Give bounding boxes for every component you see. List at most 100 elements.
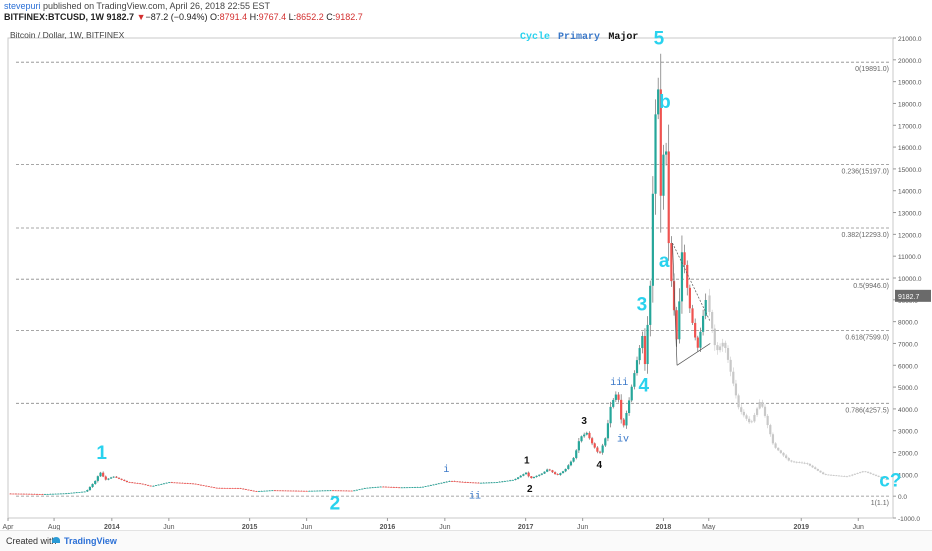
candle-body xyxy=(152,485,155,487)
candle-body xyxy=(339,490,343,492)
projected-candle-body xyxy=(798,462,801,463)
tradingview-link[interactable]: TradingView xyxy=(64,536,117,546)
candle-body xyxy=(387,486,390,488)
fib-level-label: 0.236(15197.0) xyxy=(842,169,889,176)
candle-body xyxy=(583,434,586,437)
close-value: C:9182.7 xyxy=(326,12,363,22)
candle-body xyxy=(588,432,591,439)
fib-level-label: 0(19891.0) xyxy=(855,66,889,73)
candle-body xyxy=(498,481,501,483)
projected-candle-body xyxy=(848,475,851,477)
projected-candle-body xyxy=(827,474,830,476)
candle-body xyxy=(432,484,435,486)
symbol-line: BITFINEX:BTCUSD, 1W 9182.7 ▼−87.2 (−0.94… xyxy=(4,12,363,23)
projected-candle-body xyxy=(880,476,883,478)
candle-body xyxy=(601,445,604,453)
price-tick-label: 5000.0 xyxy=(898,385,918,392)
candle-body xyxy=(99,472,102,477)
projected-candle-body xyxy=(872,473,875,475)
close-label: C: xyxy=(326,12,336,22)
footer: Created with TradingView xyxy=(0,530,932,551)
candle-body xyxy=(419,487,422,488)
candle-body xyxy=(519,475,522,478)
projected-candle-body xyxy=(750,421,753,423)
candle-body xyxy=(704,300,707,316)
candle-body xyxy=(223,487,226,489)
low-label: L: xyxy=(288,12,297,22)
projected-candle-body xyxy=(869,472,872,474)
candle-body xyxy=(424,486,427,488)
candle-body xyxy=(80,491,84,493)
candle-body xyxy=(398,487,401,489)
candle-body xyxy=(482,482,485,484)
low-value: L:8652.2 xyxy=(289,12,324,22)
projected-candle-body xyxy=(837,475,841,477)
candle-body xyxy=(91,483,94,488)
plot-area[interactable] xyxy=(7,37,894,519)
projected-candle-body xyxy=(708,295,711,312)
candle-body xyxy=(664,151,668,155)
time-tick-label: Jun xyxy=(439,524,450,530)
projected-candle-body xyxy=(742,411,745,416)
candle-body xyxy=(20,493,23,495)
candle-body xyxy=(466,482,469,483)
price-tick-label: 6000.0 xyxy=(898,363,918,370)
projected-candle-body xyxy=(835,475,838,477)
fib-level-label: 1(1.1) xyxy=(871,500,889,507)
candle-body xyxy=(136,482,139,484)
high-label: H: xyxy=(249,12,259,22)
wave-label-cycle: 3 xyxy=(637,295,648,316)
symbol-label: BITFINEX:BTCUSD, 1W xyxy=(4,12,104,22)
projected-candle-body xyxy=(811,465,814,468)
candle-body xyxy=(411,487,414,488)
candle-body xyxy=(94,480,97,484)
candle-body xyxy=(281,490,284,492)
price-tick-label: 10000.0 xyxy=(898,276,922,283)
candle-body xyxy=(86,490,89,492)
candle-body xyxy=(213,487,216,489)
candle-body xyxy=(546,469,549,472)
candle-body xyxy=(342,490,345,492)
candle-body xyxy=(157,484,160,486)
candle-body xyxy=(144,484,147,486)
candle-body xyxy=(146,484,150,486)
candle-body xyxy=(173,482,176,484)
candle-body xyxy=(662,154,665,196)
candle-body xyxy=(635,360,639,374)
candle-body xyxy=(38,494,41,495)
author-link[interactable]: stevepuri xyxy=(4,1,41,11)
candle-body xyxy=(313,490,316,492)
candle-body xyxy=(540,473,543,475)
candle-body xyxy=(292,490,295,492)
candle-body xyxy=(178,482,181,484)
candle-body xyxy=(72,492,76,494)
projected-candle-body xyxy=(874,474,878,476)
candle-body xyxy=(239,488,242,489)
time-axis[interactable]: Apr Aug 2014 Jun 2015 Jun 2016 Jun 2017 Jun 2018 Ma… xyxy=(3,518,864,530)
time-tick-label: Jun xyxy=(853,524,864,530)
candle-body xyxy=(390,486,393,488)
candle-body xyxy=(701,315,705,332)
candle-body xyxy=(329,490,332,492)
projected-candle-body xyxy=(792,461,796,463)
price-axis[interactable]: -1000.0 0.0 1000.0 2000.0 3000.0 4000.0 5000.0… xyxy=(893,36,931,523)
projected-candle-body xyxy=(816,469,819,471)
current-price-label: 9182.7 xyxy=(898,294,920,301)
candle-body xyxy=(530,476,533,479)
candle-body xyxy=(535,475,538,477)
candle-body xyxy=(667,151,670,244)
time-tick-label: 2016 xyxy=(380,524,396,530)
candle-body xyxy=(210,486,213,488)
open-number: 8791.4 xyxy=(219,12,248,22)
price-chart[interactable]: 0(19891.0) 0.236(15197.0) 0.382(12293.0) 0.… xyxy=(0,24,932,530)
wave-label-major: 1 xyxy=(524,455,530,466)
candle-body xyxy=(51,493,55,495)
candle-body xyxy=(400,487,403,489)
projected-candle-body xyxy=(832,475,835,476)
price-tick-label: 4000.0 xyxy=(898,407,918,414)
candle-body xyxy=(657,89,660,115)
time-tick-label: 2019 xyxy=(793,524,809,530)
projected-candle-body xyxy=(795,461,798,463)
candle-body xyxy=(265,490,269,492)
candle-body xyxy=(199,484,203,486)
